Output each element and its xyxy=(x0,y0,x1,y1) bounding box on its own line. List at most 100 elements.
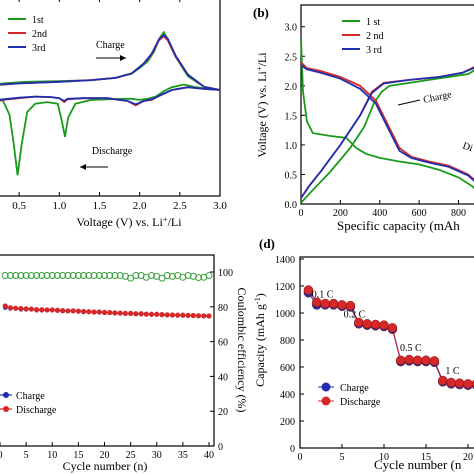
panel-c-ce-point xyxy=(90,271,98,279)
panel-c-legend-label: Charge xyxy=(16,391,45,402)
panel-c-point-Discharge xyxy=(112,310,118,316)
panel-b-discharge-3 rd xyxy=(300,64,474,182)
panel-c-ce-point xyxy=(53,271,61,279)
panel-c-ce-point xyxy=(184,271,192,279)
panel-c-ytick-right-label: 0 xyxy=(218,442,223,453)
panel-d-xtick-label: 20 xyxy=(463,452,473,463)
panel-c-point-Discharge xyxy=(154,311,160,317)
panel-b-legend-label: 2 nd xyxy=(366,31,384,42)
panel-c-ce-point xyxy=(80,271,88,279)
panel-d-annotation: 0.2 C xyxy=(344,310,366,321)
panel-c-point-Discharge xyxy=(175,312,181,318)
panel-a-series-3rd xyxy=(0,33,221,106)
panel-a-xtick-label: 3.0 xyxy=(213,200,227,212)
panel-b-legend-label: 1 st xyxy=(366,17,380,28)
panel-c-point-Discharge xyxy=(75,308,81,314)
panel-c-point-Discharge xyxy=(164,312,170,318)
panel-d-point-Discharge xyxy=(429,356,440,366)
panel-c-ce-point xyxy=(69,271,77,279)
panel-c-ce-point xyxy=(17,271,25,279)
panel-c-xtick-label: 15 xyxy=(73,450,83,461)
panel-c-ce-point xyxy=(168,272,176,280)
panel-a: 0.5 1.0 1.5 2.0 2.5 3.0 1st 2nd 3rd Charge Dischar… xyxy=(0,0,227,229)
panel-d-legend-label: Charge xyxy=(340,383,369,394)
panel-c-point-Discharge xyxy=(195,313,202,319)
panel-d-point-Discharge xyxy=(438,375,448,386)
panel-d-ytick-label: 800 xyxy=(280,336,295,347)
panel-d-point-Discharge xyxy=(379,320,389,330)
panel-c-ce-point xyxy=(189,272,197,280)
panel-c-point-Discharge xyxy=(206,313,212,319)
panel-c-ce-point xyxy=(74,271,82,279)
panel-a-xtick-label: 0.5 xyxy=(12,200,26,212)
panel-b-xtick-label: 200 xyxy=(333,208,348,219)
panel-d-point-Discharge xyxy=(337,300,347,310)
panel-c-ce-point xyxy=(64,271,72,279)
panel-b-xtick-label: 0 xyxy=(299,208,304,219)
panel-b-ytick-label: 1.5 xyxy=(285,111,298,122)
panel-a-xlabel: Voltage (V) vs. Li+/Li xyxy=(76,215,182,230)
panel-c-legend-marker xyxy=(3,406,9,412)
panel-c-ce-point xyxy=(22,271,30,279)
panel-c-xtick-label: 35 xyxy=(178,450,188,461)
panel-c-point-Discharge xyxy=(60,308,66,314)
panel-c-point-Discharge xyxy=(133,311,139,317)
panel-b-ytick-label: 0.0 xyxy=(285,200,298,211)
panel-c-xtick-label: 30 xyxy=(152,450,162,461)
panel-c-xtick-label: 10 xyxy=(47,450,57,461)
panel-d-annotation: 0.1 C xyxy=(312,289,334,300)
panel-c-ce-point xyxy=(85,271,93,279)
panel-c-point-Discharge xyxy=(96,309,102,315)
panel-c-point-Discharge xyxy=(54,307,61,313)
panel-d-xtick-label: 0 xyxy=(298,452,303,463)
panel-d-annotation: 0.5 C xyxy=(400,343,422,354)
panel-c-ce-point xyxy=(12,271,20,279)
panel-d-ytick-label: 400 xyxy=(280,390,295,401)
panel-b-discharge-2 nd xyxy=(300,61,474,181)
panel-c-ce-point xyxy=(38,271,46,279)
panel-b-frame xyxy=(300,4,474,205)
panel-c-point-Discharge xyxy=(185,312,191,318)
panel-b-charge-arrow xyxy=(397,99,421,106)
panel-d-xtick-label: 5 xyxy=(340,452,345,463)
panel-c-ce-point xyxy=(106,271,114,279)
panel-c-point-Discharge xyxy=(23,306,29,312)
panel-b-xtick-label: 800 xyxy=(451,208,466,219)
panel-b-ytick-label: 2.0 xyxy=(285,82,298,93)
panel-c-ce-point xyxy=(48,271,56,279)
panel-d-xtick-label: 15 xyxy=(421,452,431,463)
panel-c-ce-point xyxy=(6,271,14,279)
panel-d-legend-label: Discharge xyxy=(340,397,381,408)
panel-c-ce-point xyxy=(132,271,140,279)
panel-c-xtick-label: 40 xyxy=(204,450,214,461)
panel-d: 0 200 400 600 800 1000 1200 1400 0 5 10 15 20 0.1 C 0.… xyxy=(253,236,474,472)
panel-c-point-Discharge xyxy=(122,310,128,317)
panel-c-point-Discharge xyxy=(44,307,50,313)
panel-c-point-Discharge xyxy=(148,311,155,317)
panel-a-xtick-label: 2.0 xyxy=(133,200,147,212)
panel-c-point-Discharge xyxy=(39,307,45,313)
panel-d-ytick-label: 1200 xyxy=(275,282,295,293)
panel-d-ytick-label: 0 xyxy=(290,444,295,455)
panel-d-point-Discharge xyxy=(421,355,431,365)
panel-c-ce-point xyxy=(101,271,108,279)
panel-d-ylabel: Capacity (mAh g-1) xyxy=(253,293,268,387)
panel-c-point-Discharge xyxy=(190,312,196,319)
panel-c-legend-label: Discharge xyxy=(16,405,57,416)
panel-a-legend-label: 1st xyxy=(32,15,44,26)
panel-c-point-Discharge xyxy=(128,310,134,317)
panel-c-point-Discharge xyxy=(180,312,186,318)
panel-c-point-Discharge xyxy=(13,305,19,311)
panel-b: 0.0 0.5 1.0 1.5 2.0 2.5 3.0 0 200 400 600 800 1 st 2 … xyxy=(253,4,474,233)
panel-b-discharge-1 st xyxy=(300,38,474,190)
panel-d-point-Discharge xyxy=(303,285,314,295)
panel-c-ytick-right-label: 20 xyxy=(218,407,228,418)
panel-c-point-Discharge xyxy=(201,313,207,319)
panel-d-point-Discharge xyxy=(387,323,398,333)
panel-d-point-Discharge xyxy=(454,378,465,388)
panel-a-xtick-label: 1.5 xyxy=(93,200,107,212)
panel-c-xtick-label: 5 xyxy=(24,450,29,461)
panel-b-annotation-discharge: Di xyxy=(461,140,474,154)
panel-c-ce-point xyxy=(43,271,51,279)
panel-d-point-Discharge xyxy=(463,379,473,389)
